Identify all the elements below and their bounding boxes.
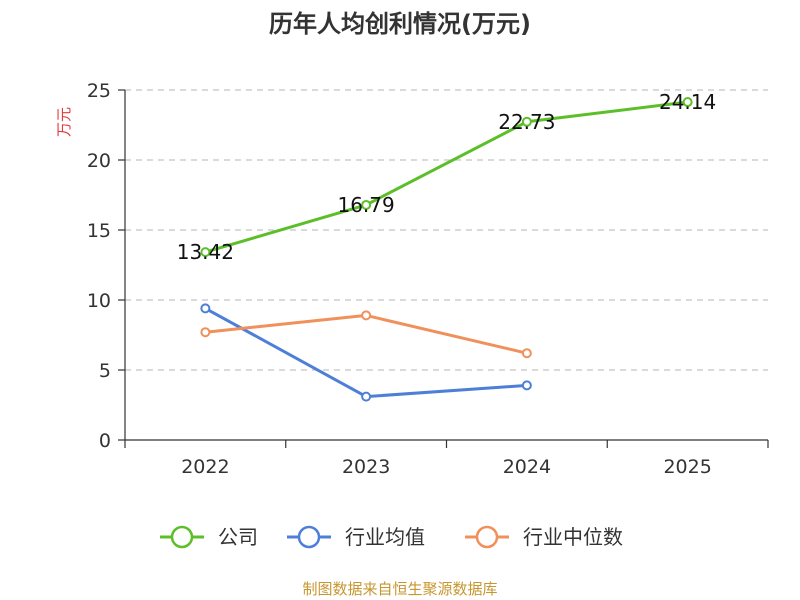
legend-label: 公司 — [218, 525, 258, 549]
source-note: 制图数据来自恒生聚源数据库 — [302, 580, 497, 598]
chart-title: 历年人均创利情况(万元) — [269, 10, 531, 38]
data-label: 13.42 — [177, 240, 234, 264]
x-tick-label: 2025 — [663, 456, 711, 478]
legend-marker — [170, 525, 194, 549]
data-labels: 13.42 16.79 22.73 24.14 — [177, 90, 717, 264]
data-point[interactable] — [521, 116, 532, 127]
legend-item-0[interactable]: 公司 — [160, 525, 258, 549]
y-tick-label: 10 — [87, 290, 111, 312]
series-lines — [200, 97, 693, 402]
x-tick-label: 2023 — [342, 456, 390, 478]
legend[interactable]: 公司 行业均值 行业中位数 — [160, 525, 623, 549]
legend-item-1[interactable]: 行业均值 — [287, 525, 425, 549]
data-label: 24.14 — [659, 90, 716, 114]
data-point[interactable] — [361, 199, 372, 210]
data-point[interactable] — [682, 97, 693, 108]
data-point[interactable] — [361, 391, 372, 402]
legend-marker — [297, 525, 321, 549]
x-tick-label: 2024 — [503, 456, 551, 478]
y-tick-label: 15 — [87, 220, 111, 242]
series-line-1 — [203, 306, 529, 399]
grid-lines — [125, 89, 768, 371]
legend-label: 行业中位数 — [523, 525, 623, 549]
data-point[interactable] — [521, 348, 532, 359]
y-tick-label: 25 — [87, 80, 111, 102]
legend-label: 行业均值 — [345, 525, 425, 549]
data-point[interactable] — [200, 303, 211, 314]
legend-item-2[interactable]: 行业中位数 — [465, 525, 623, 549]
x-tick-label: 2022 — [181, 456, 229, 478]
y-tick-label: 5 — [99, 360, 111, 382]
data-point[interactable] — [521, 380, 532, 391]
data-label: 22.73 — [498, 110, 555, 134]
y-tick-label: 20 — [87, 150, 111, 172]
series-line-0 — [203, 100, 690, 254]
data-label: 16.79 — [337, 193, 394, 217]
y-axis-label: 万元 — [55, 107, 73, 137]
data-point[interactable] — [200, 247, 211, 258]
data-point[interactable] — [200, 327, 211, 338]
data-point[interactable] — [361, 310, 372, 321]
y-tick-label: 0 — [99, 430, 111, 452]
legend-marker — [475, 525, 499, 549]
